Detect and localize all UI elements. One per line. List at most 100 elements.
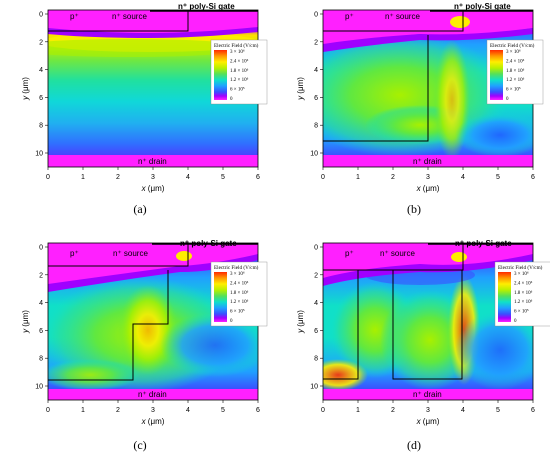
panel-c-y-axis-label: y (μm) — [21, 310, 30, 334]
panel-b-colorbar-tick: 2.4 × 10⁶ — [506, 58, 525, 64]
panel-d-x-tick-label: 5 — [496, 407, 500, 414]
panel-d-y-tick-label: 4 — [314, 300, 318, 307]
panel-a-p-plus-label: p⁺ — [70, 12, 79, 21]
panel-c-colorbar-tick: 2.4 × 10⁶ — [230, 280, 249, 286]
panel-c-drain-label: n⁺ drain — [138, 390, 167, 399]
panel-a-colorbar-tick: 2.4 × 10⁶ — [230, 58, 249, 64]
panel-c-x-tick-label: 4 — [186, 407, 190, 414]
panel-a-colorbar-tick: 1.2 × 10⁶ — [230, 77, 249, 83]
panel-c-source-outline — [48, 243, 189, 267]
panel-c-x-tick-label: 5 — [221, 407, 225, 414]
panel-b-x-tick-label: 0 — [321, 174, 325, 181]
panel-a-drain-label: n⁺ drain — [138, 157, 167, 166]
panel-c-y-tick-label: 2 — [39, 272, 43, 279]
panel-c-x-tick-label: 2 — [116, 407, 120, 414]
panel-d-y-tick-label: 2 — [314, 272, 318, 279]
panel-c-colorbar-tick: 6 × 10⁵ — [230, 309, 245, 315]
panel-d-x-tick-label: 0 — [321, 407, 325, 414]
panel-a-caption: (a) — [133, 202, 146, 216]
panel-a-colorbar-tick: 6 × 10⁵ — [230, 87, 245, 93]
panel-d-y-tick-label: 8 — [314, 356, 318, 363]
panel-a-y-axis-label: y (μm) — [21, 77, 30, 101]
panel-c-gate-label: n⁺ poly-Si gate — [180, 239, 237, 248]
panel-c-x-tick-label: 0 — [46, 407, 50, 414]
panel-d-y-tick-label: 10 — [310, 384, 318, 391]
panel-d-x-axis-label: x (μm) — [416, 417, 440, 426]
panel-c-y-tick-label: 6 — [39, 328, 43, 335]
panel-d-colorbar-tick: 0 — [514, 319, 517, 324]
panel-b-colorbar-tick: 6 × 10⁵ — [506, 87, 521, 93]
panel-a-colorbar-tick: 1.8 × 10⁶ — [230, 68, 249, 74]
panel-d-x-tick-label: 4 — [461, 407, 465, 414]
panel-d-colorbar-tick: 1.8 × 10⁶ — [514, 290, 533, 296]
panel-a-drain-region — [48, 155, 258, 167]
panel-b-x-tick-label: 3 — [426, 174, 430, 181]
panel-c-colorbar-tick: 1.8 × 10⁶ — [230, 290, 249, 296]
panel-d-x-tick-label: 3 — [426, 407, 430, 414]
panel-a-colorbar-title: Electric Field (V/cm) — [214, 42, 259, 49]
panel-c-caption: (c) — [133, 438, 146, 452]
panel-b-source-label: n⁺ source — [385, 12, 420, 21]
panel-a-colorbar-gradient — [214, 50, 227, 100]
panel-b-pillar-outline — [323, 35, 429, 142]
panel-c-x-tick-label: 3 — [151, 407, 155, 414]
panel-d-colorbar-tick: 1.2 × 10⁶ — [514, 299, 533, 305]
panel-b-gate-label: n⁺ poly-Si gate — [454, 2, 511, 11]
panel-b-x-tick-label: 5 — [496, 174, 500, 181]
panel-b-y-tick-label: 10 — [310, 151, 318, 158]
panel-c-y-tick-label: 0 — [39, 245, 43, 252]
panel-b-y-tick-label: 2 — [314, 39, 318, 46]
panel-d-x-tick-label: 1 — [356, 407, 360, 414]
panel-a-x-tick-label: 0 — [46, 174, 50, 181]
panel-a-colorbar-tick: 0 — [230, 97, 233, 102]
panel-d-p-plus-label: p⁺ — [345, 249, 354, 258]
panel-b-p-plus-label: p⁺ — [345, 12, 354, 21]
panel-a-x-tick-label: 2 — [116, 174, 120, 181]
panel-a-x-tick-label: 5 — [221, 174, 225, 181]
panel-c-colorbar-title: Electric Field (V/cm) — [214, 264, 259, 271]
panel-a-colorbar-tick: 3 × 10⁶ — [230, 49, 245, 55]
panel-a-y-tick-label: 2 — [39, 39, 43, 46]
panel-b-colorbar-tick: 1.2 × 10⁶ — [506, 77, 525, 83]
panel-c-x-axis-label: x (μm) — [141, 417, 165, 426]
panel-d-caption: (d) — [407, 438, 421, 452]
panel-c-source-label: n⁺ source — [113, 249, 148, 258]
panel-a-source-outline — [48, 10, 189, 32]
panel-a-x-tick-label: 4 — [186, 174, 190, 181]
panel-b-x-tick-label: 1 — [356, 174, 360, 181]
panel-b-x-tick-label: 2 — [391, 174, 395, 181]
panel-a-y-tick-label: 4 — [39, 67, 43, 74]
panel-b-drain-region — [323, 155, 533, 167]
panel-a-x-tick-label: 6 — [256, 174, 260, 181]
panel-c-drain-region — [48, 389, 258, 400]
panel-c-stepped-outline — [48, 270, 169, 381]
panel-b-caption: (b) — [407, 202, 421, 216]
panel-c-colorbar-tick: 0 — [230, 319, 233, 324]
panel-c-y-tick-label: 10 — [35, 384, 43, 391]
panel-b-y-tick-label: 4 — [314, 67, 318, 74]
panel-d-x-tick-label: 6 — [531, 407, 535, 414]
panel-d-right-pillar-outline — [392, 270, 463, 380]
panel-c-colorbar-tick: 1.2 × 10⁶ — [230, 299, 249, 305]
panel-d-colorbar-gradient — [498, 272, 511, 322]
panel-d-gate-label: n⁺ poly-Si gate — [455, 239, 512, 248]
panel-b-x-axis-label: x (μm) — [416, 184, 440, 193]
panel-d-colorbar-tick: 3 × 10⁶ — [514, 271, 529, 277]
panel-b-x-tick-label: 6 — [531, 174, 535, 181]
panel-b-source-outline — [323, 10, 464, 32]
panel-b-colorbar-tick: 3 × 10⁶ — [506, 49, 521, 55]
panel-c-y-tick-label: 8 — [39, 356, 43, 363]
panel-c-colorbar-tick: 3 × 10⁶ — [230, 271, 245, 277]
panel-b-y-tick-label: 0 — [314, 12, 318, 19]
panel-c-x-tick-label: 6 — [256, 407, 260, 414]
panel-d-y-axis-label: y (μm) — [296, 310, 305, 334]
panel-d-drain-label: n⁺ drain — [413, 390, 442, 399]
panel-d-colorbar-tick: 6 × 10⁵ — [514, 309, 529, 315]
panel-d-y-tick-label: 0 — [314, 245, 318, 252]
panel-b-colorbar-title: Electric Field (V/cm) — [490, 42, 535, 49]
panel-c-y-tick-label: 4 — [39, 300, 43, 307]
panel-b-y-axis-label: y (μm) — [296, 77, 305, 101]
